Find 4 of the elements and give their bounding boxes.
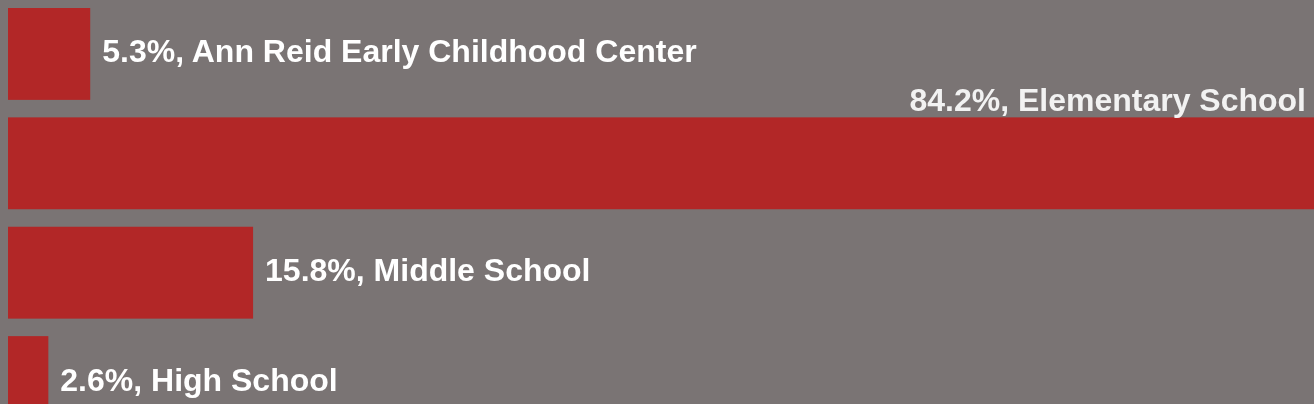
data-label: 15.8%, Middle School	[265, 252, 591, 289]
data-label: 2.6%, High School	[60, 361, 338, 398]
data-label: 5.3%, Ann Reid Early Childhood Center	[102, 33, 697, 70]
data-label: 84.2%, Elementary School	[909, 82, 1306, 119]
